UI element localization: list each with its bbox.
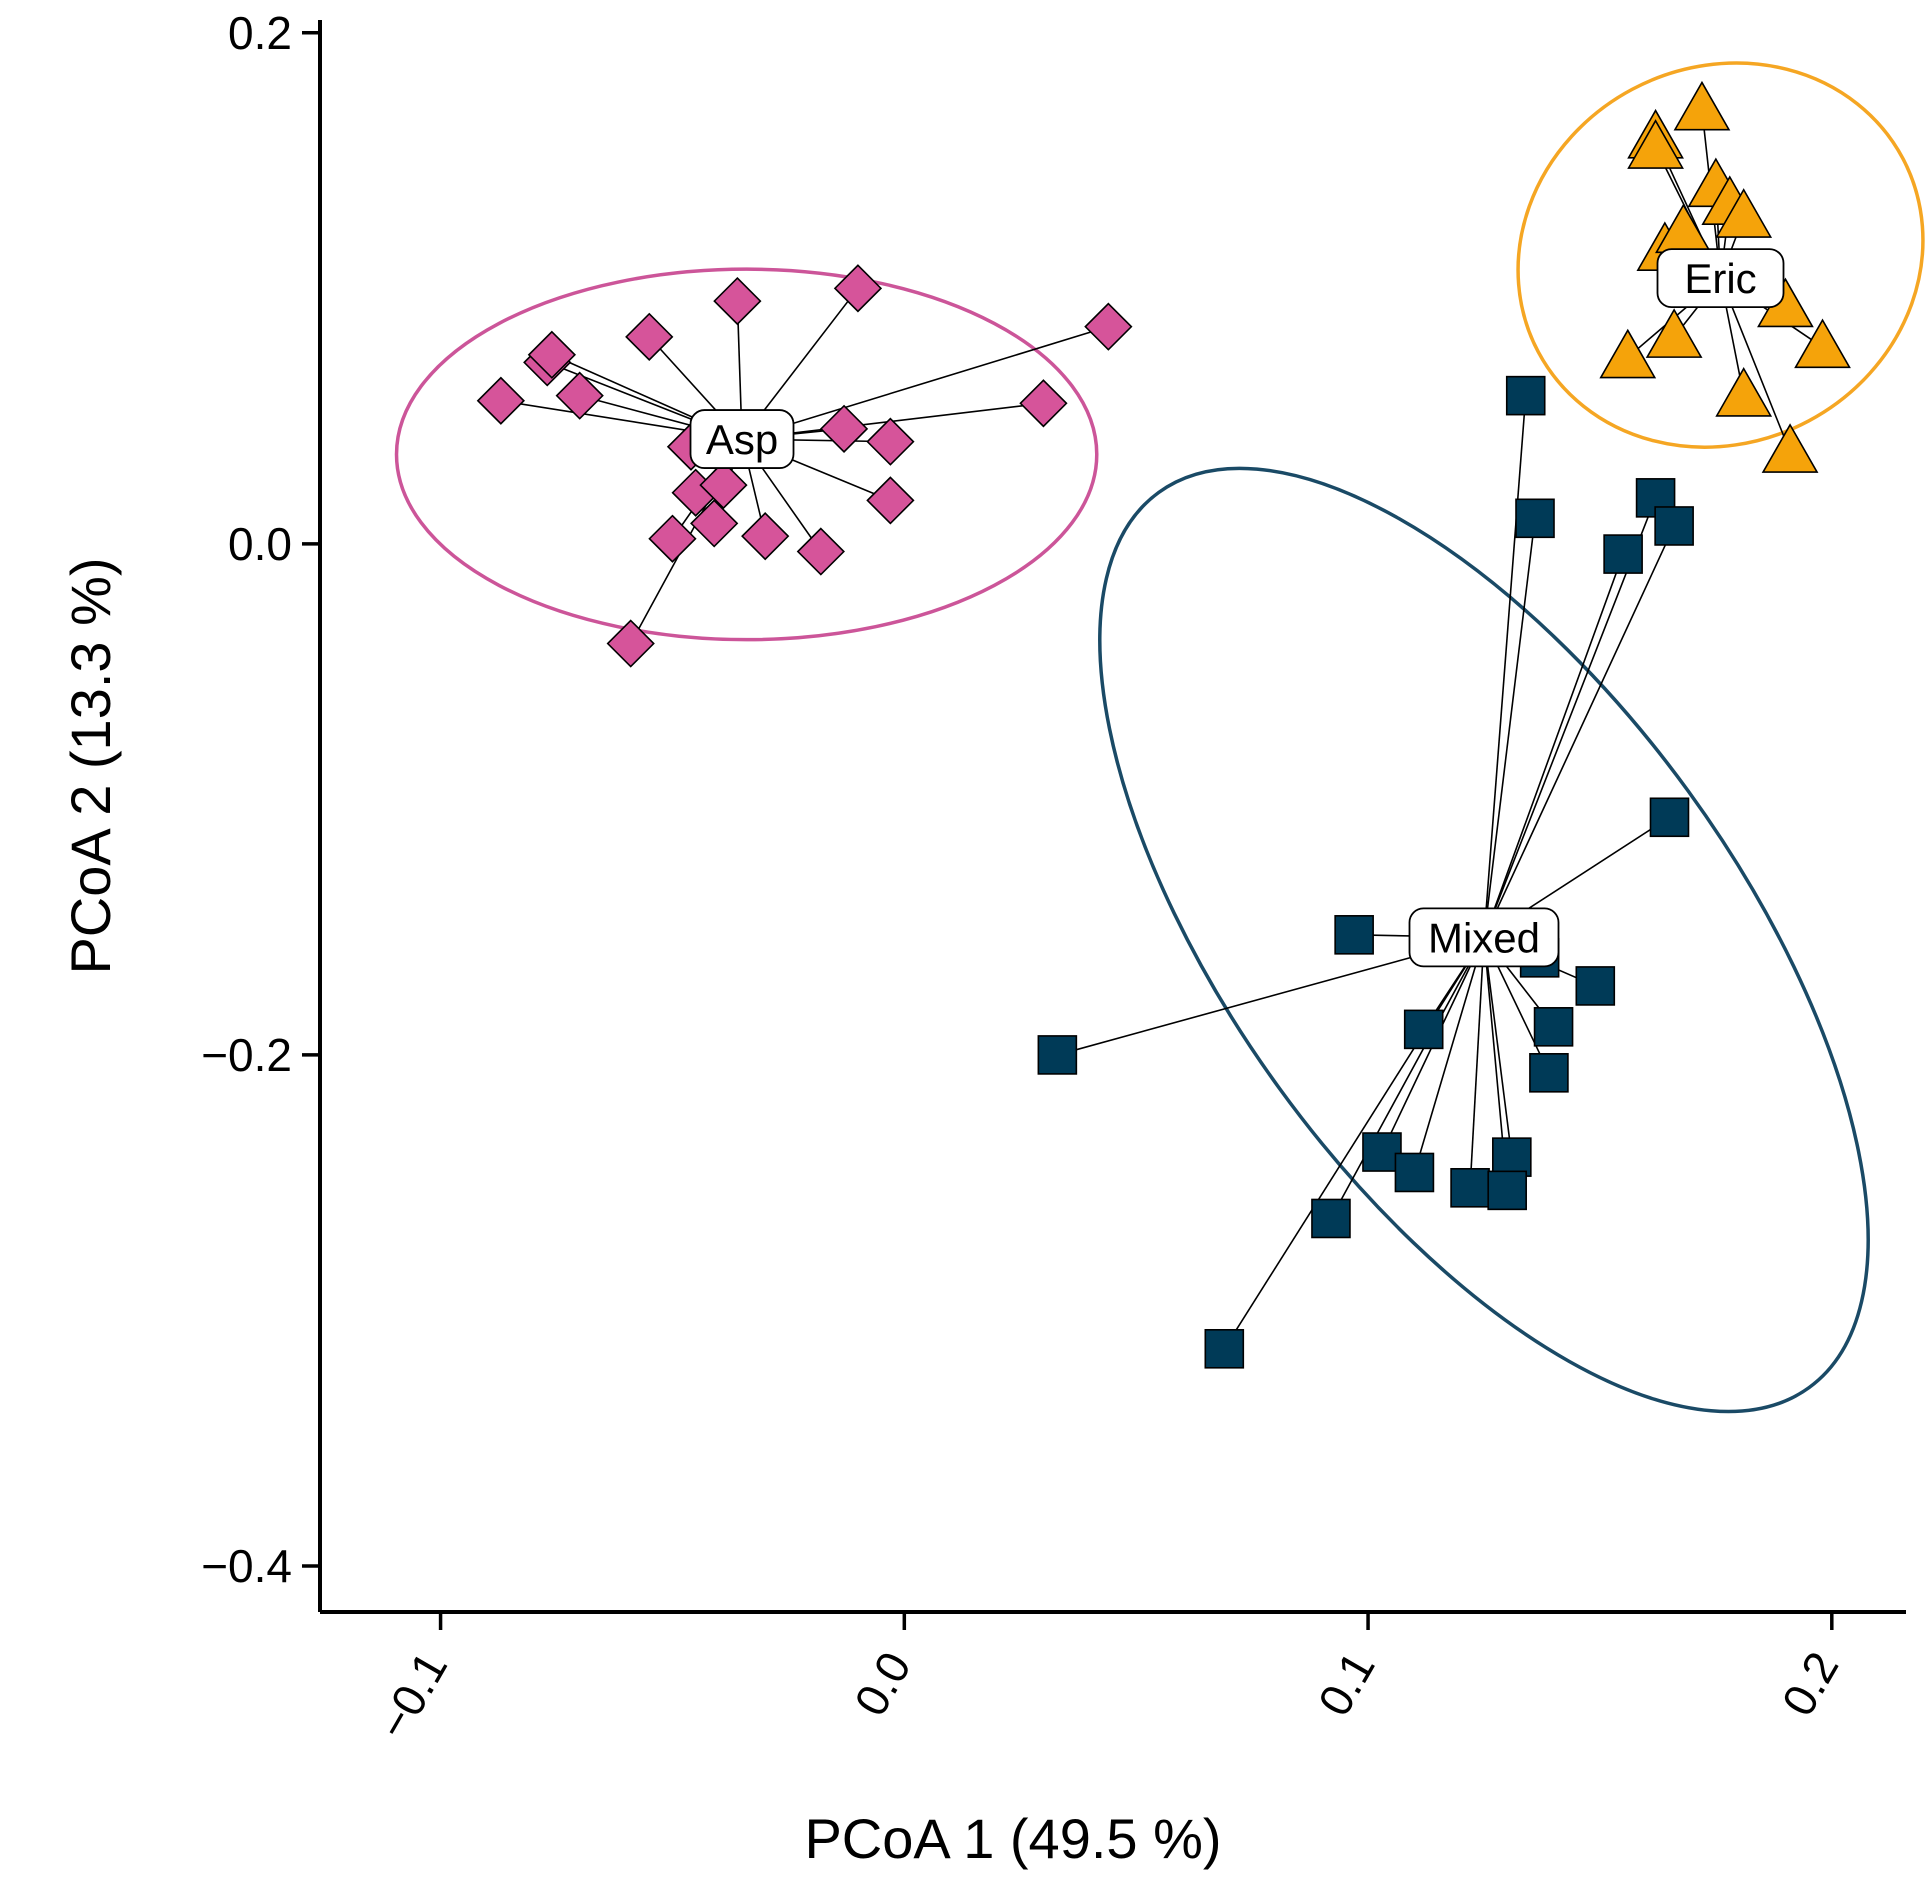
asp-point-20	[1084, 302, 1133, 351]
eric-label-text: Eric	[1684, 255, 1756, 302]
asp-label: Asp	[689, 409, 795, 469]
y-axis-ticks: −0.4 −0.2 0.0 0.2	[201, 7, 320, 1592]
group-labels: Asp Eric Mixed	[689, 248, 1785, 968]
mixed-point-15	[1394, 1152, 1435, 1193]
y-axis-title: PCoA 2 (13.3 %)	[59, 557, 122, 974]
mixed-point-2	[1515, 498, 1555, 539]
mixed-ellipse	[1098, 466, 1870, 1414]
mixed-point-6	[1649, 797, 1690, 838]
mixed-label: Mixed	[1408, 907, 1560, 968]
y-tick-label-2: −0.2	[201, 1029, 292, 1081]
asp-label-box	[689, 409, 795, 469]
asp-point-15	[833, 264, 883, 313]
asp-ellipse	[394, 267, 1099, 642]
asp-point-9	[699, 460, 748, 510]
asp-point-18	[606, 619, 655, 668]
x-tick-label-3: 0.1	[1308, 1643, 1385, 1724]
asp-point-11	[648, 514, 697, 563]
asp-spider-line-20	[741, 325, 1109, 440]
eric-point-15	[1715, 367, 1773, 417]
mixed-point-13	[1529, 1053, 1569, 1093]
mixed-point-3	[1603, 534, 1643, 574]
mixed-point-18	[1492, 1137, 1532, 1177]
asp-point-5	[625, 312, 674, 361]
asp-point-8	[690, 499, 739, 548]
mixed-label-text: Mixed	[1428, 914, 1540, 961]
eric-point-12	[1794, 318, 1851, 369]
x-axis-title: PCoA 1 (49.5 %)	[804, 1807, 1221, 1870]
mixed-point-8	[1037, 1035, 1078, 1075]
confidence-ellipses	[394, 61, 1925, 1414]
mixed-point-10	[1575, 966, 1616, 1006]
x-tick-label-2: 0.0	[844, 1643, 921, 1724]
eric-point-3	[1627, 119, 1684, 169]
eric-point-1	[1673, 80, 1731, 131]
eric-label-box	[1656, 248, 1785, 308]
eric-point-16	[1761, 423, 1819, 473]
y-tick-label-3: 0.0	[228, 518, 292, 570]
mixed-spider-line-18	[1483, 937, 1513, 1158]
asp-point-12	[741, 512, 790, 561]
eric-ellipse	[1516, 61, 1925, 449]
eric-point-14	[1645, 308, 1703, 358]
asp-point-1	[476, 376, 525, 425]
mixed-point-5	[1654, 506, 1694, 546]
mixed-point-11	[1403, 1009, 1444, 1050]
mixed-spider-line-20	[1223, 936, 1485, 1350]
mixed-point-19	[1487, 1170, 1527, 1211]
mixed-spider-line-2	[1483, 518, 1536, 938]
asp-point-16	[866, 417, 915, 466]
mixed-spider-line-5	[1483, 525, 1675, 938]
eric-label: Eric	[1656, 248, 1785, 308]
asp-point-19	[1019, 379, 1068, 428]
mixed-point-1	[1505, 375, 1546, 416]
centroid-spider-lines	[500, 109, 1823, 1350]
mixed-label-box	[1408, 907, 1560, 968]
x-axis-ticks: −0.1 0.0 0.1 0.2	[367, 1612, 1848, 1748]
mixed-point-20	[1204, 1328, 1245, 1369]
mixed-spider-line-3	[1483, 553, 1624, 938]
mixed-spider-line-15	[1413, 937, 1485, 1173]
sample-markers	[476, 80, 1851, 1369]
asp-point-14	[819, 404, 869, 453]
mixed-point-16	[1311, 1198, 1351, 1239]
mixed-spider-line-17	[1469, 937, 1485, 1188]
x-tick-label-4: 0.2	[1771, 1643, 1848, 1724]
mixed-point-7	[1334, 915, 1374, 955]
mixed-point-12	[1533, 1007, 1574, 1047]
x-tick-label-1: −0.1	[367, 1643, 457, 1748]
eric-point-13	[1599, 328, 1657, 379]
y-tick-label-4: 0.2	[228, 7, 292, 59]
mixed-spider-line-16	[1330, 936, 1485, 1219]
y-tick-label-1: −0.4	[201, 1540, 292, 1592]
mixed-spider-line-1	[1483, 395, 1527, 938]
asp-label-text: Asp	[706, 416, 778, 463]
eric-point-6	[1715, 188, 1773, 238]
asp-point-10	[713, 276, 762, 326]
asp-point-3	[527, 330, 577, 379]
mixed-point-17	[1450, 1168, 1490, 1208]
mixed-point-14	[1362, 1132, 1402, 1172]
asp-point-4	[555, 371, 604, 420]
asp-point-13	[796, 527, 845, 576]
asp-point-17	[866, 476, 915, 525]
